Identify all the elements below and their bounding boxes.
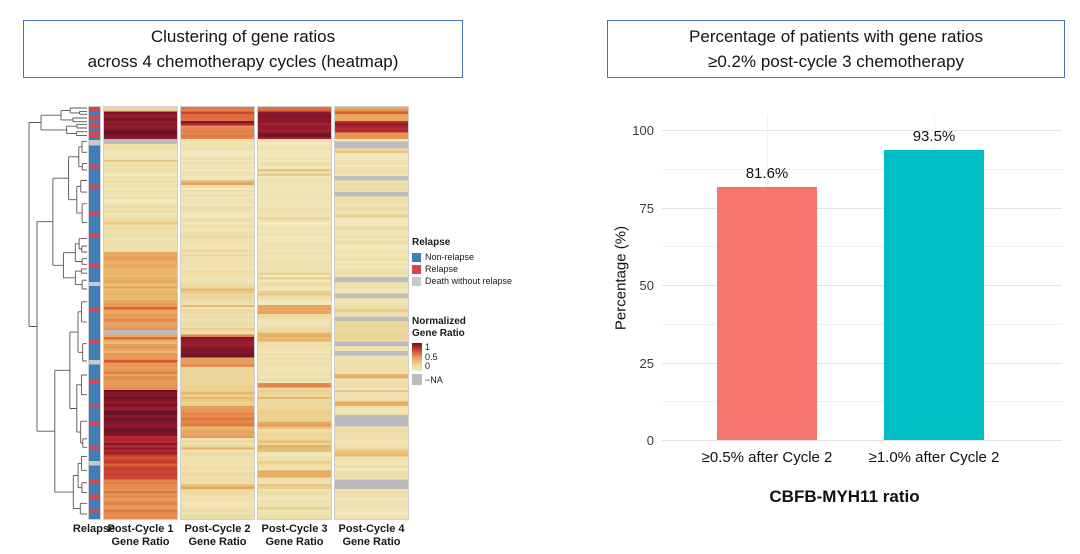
gradient-tick-1: 1 — [425, 342, 431, 352]
bar-1 — [717, 187, 817, 440]
relapse-legend-title: Relapse — [412, 237, 451, 248]
heatmap-title-line1: Clustering of gene ratios — [150, 26, 336, 46]
heatmap-column-4 — [334, 106, 409, 520]
minor-gridline — [662, 246, 1062, 248]
na-swatch — [412, 374, 422, 385]
major-gridline — [662, 207, 1062, 209]
gene-ratio-legend-title-line1: Normalized — [412, 316, 466, 327]
relapse-legend-item: Death without relapse — [412, 276, 512, 286]
column-label-line2: Gene Ratio — [111, 536, 170, 548]
y-tick-label-100: 100 — [632, 123, 654, 138]
gradient-tick-0: 0 — [425, 361, 431, 371]
row-dendrogram — [28, 107, 87, 515]
column-label-line1: Post-Cycle 1 — [107, 523, 174, 535]
minor-gridline — [662, 323, 1062, 325]
column-label-relapse: Relapse — [72, 523, 116, 535]
column-label-line1: Post-Cycle 3 — [261, 523, 328, 535]
column-label-line2: Gene Ratio — [188, 536, 247, 548]
relapse-legend: Relapse Non-relapse Relapse Death without r… — [412, 237, 512, 288]
minor-gridline — [662, 401, 1062, 403]
relapse-legend-item: Non-relapse — [412, 252, 512, 262]
y-tick-label-75: 75 — [639, 200, 654, 216]
y-tick-label-25: 25 — [639, 355, 654, 371]
gene-ratio-gradient-ticks: 1 0.5 0 — [425, 343, 438, 371]
gene-ratio-legend-title-line2: Gene Ratio — [412, 328, 465, 339]
x-axis-title: CBFB-MYH11 ratio — [769, 487, 920, 506]
relapse-legend-item: Relapse — [412, 264, 512, 274]
category-gridline — [934, 115, 935, 440]
minor-gridline — [662, 168, 1062, 170]
major-gridline — [662, 285, 1062, 286]
barchart-title-line2: ≥0.2% post-cycle 3 chemotherapy — [708, 52, 964, 71]
gene-ratio-legend: Normalized Gene Ratio 1 0.5 0 −NA — [412, 316, 466, 385]
major-gridline — [662, 440, 1062, 441]
bar-value-label-2: 93.5% — [912, 128, 956, 146]
column-label-postcycle-1: Post-Cycle 1 Gene Ratio — [95, 523, 186, 549]
relapse-legend-swatch-N — [412, 252, 421, 262]
major-gridline — [662, 362, 1062, 364]
column-label-postcycle-4: Post-Cycle 4 Gene Ratio — [326, 523, 417, 549]
y-tick-label-50: 50 — [639, 278, 654, 293]
bar-2 — [884, 150, 984, 440]
relapse-legend-label: Death without relapse — [425, 276, 513, 286]
major-gridline — [662, 130, 1062, 131]
gene-ratio-gradient-bar — [412, 343, 422, 371]
x-tick-label-1: ≥0.5% after Cycle 2 — [701, 449, 833, 466]
column-label-line1: Post-Cycle 2 — [184, 523, 251, 535]
barchart-title-line1: Percentage of patients with gene ratios — [689, 26, 983, 46]
y-axis-label: Percentage (%) — [612, 225, 629, 330]
dendrogram-lines — [28, 107, 87, 515]
category-gridline — [767, 115, 768, 440]
heatmap-column-1 — [103, 106, 178, 520]
gradient-tick-0.5: 0.5 — [425, 351, 438, 362]
gene-ratio-na-row: −NA — [412, 374, 466, 385]
na-label: −NA — [425, 374, 443, 385]
relapse-legend-label: Relapse — [425, 264, 459, 274]
y-tick-label-0: 0 — [646, 433, 654, 448]
bar-value-label-1: 81.6% — [745, 165, 789, 183]
column-label-line1: Post-Cycle 4 — [338, 523, 405, 535]
column-label-postcycle-3: Post-Cycle 3 Gene Ratio — [249, 523, 340, 549]
relapse-legend-swatch-R — [412, 264, 421, 274]
gene-ratio-gradient-wrap: 1 0.5 0 — [412, 343, 466, 371]
heatmap-panel-title-box: Clustering of gene ratios across 4 chemo… — [23, 20, 463, 78]
relapse-annotation-column — [88, 106, 101, 520]
heatmap-title-line2: across 4 chemotherapy cycles (heatmap) — [87, 52, 399, 71]
heatmap-column-2 — [180, 106, 255, 520]
heatmap-column-3 — [257, 106, 332, 520]
relapse-legend-swatch-D — [412, 276, 421, 286]
relapse-legend-label: Non-relapse — [425, 252, 475, 262]
column-label-postcycle-2: Post-Cycle 2 Gene Ratio — [172, 523, 263, 549]
column-label-line2: Gene Ratio — [265, 536, 324, 548]
barchart-panel-title-box: Percentage of patients with gene ratios … — [607, 20, 1065, 78]
column-label-line2: Gene Ratio — [342, 536, 401, 548]
x-tick-label-2: ≥1.0% after Cycle 2 — [868, 449, 1000, 466]
